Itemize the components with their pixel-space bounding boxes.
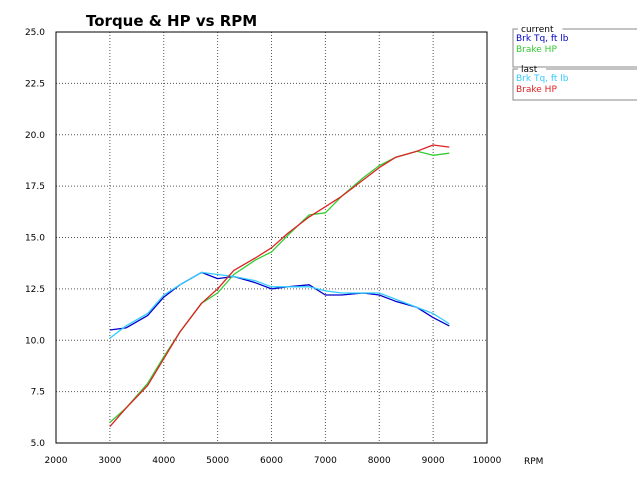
y-tick-label: 20.0 xyxy=(25,131,45,141)
y-tick-label: 12.5 xyxy=(25,285,45,295)
legend-entry: Brake HP xyxy=(516,45,557,55)
y-tick-label: 5.0 xyxy=(31,439,46,449)
y-tick-label: 7.5 xyxy=(31,388,45,398)
grid xyxy=(56,32,487,443)
plot-frame xyxy=(55,31,488,444)
x-tick-label: 10000 xyxy=(473,456,502,466)
y-tick-label: 25.0 xyxy=(25,28,45,38)
x-tick-label: 9000 xyxy=(422,456,445,466)
y-tick-label: 22.5 xyxy=(25,79,45,89)
x-tick-label: 8000 xyxy=(368,456,391,466)
legend-frame xyxy=(512,28,637,68)
series-current-torque-line xyxy=(109,271,450,331)
legend-group-title: last xyxy=(521,65,538,75)
legend-entry: Brk Tq, ft lb xyxy=(516,34,569,44)
chart-title: Torque & HP vs RPM xyxy=(86,12,257,30)
series-last-torque-line xyxy=(109,271,450,339)
y-tick-label: 17.5 xyxy=(25,182,45,192)
x-tick-label: 6000 xyxy=(260,456,283,466)
x-tick-label: 7000 xyxy=(314,456,337,466)
legend-frame xyxy=(512,68,637,101)
x-tick-label: 5000 xyxy=(206,456,229,466)
legend-group-title: current xyxy=(521,25,554,35)
x-axis-label: RPM xyxy=(524,457,543,467)
series-layer xyxy=(109,144,450,428)
x-tick-label: 4000 xyxy=(152,456,175,466)
y-tick-label: 10.0 xyxy=(25,336,45,346)
series-last-hp-line xyxy=(109,144,450,428)
y-tick-label: 15.0 xyxy=(25,234,45,244)
axes: 2000 3000 4000 5000 6000 7000 8000 9000 10000 5.0… xyxy=(25,28,502,466)
x-tick-label: 2000 xyxy=(45,456,68,466)
legend-entry: Brk Tq, ft lb xyxy=(516,74,569,84)
x-tick-label: 3000 xyxy=(98,456,121,466)
legend-entry: Brake HP xyxy=(516,85,557,95)
